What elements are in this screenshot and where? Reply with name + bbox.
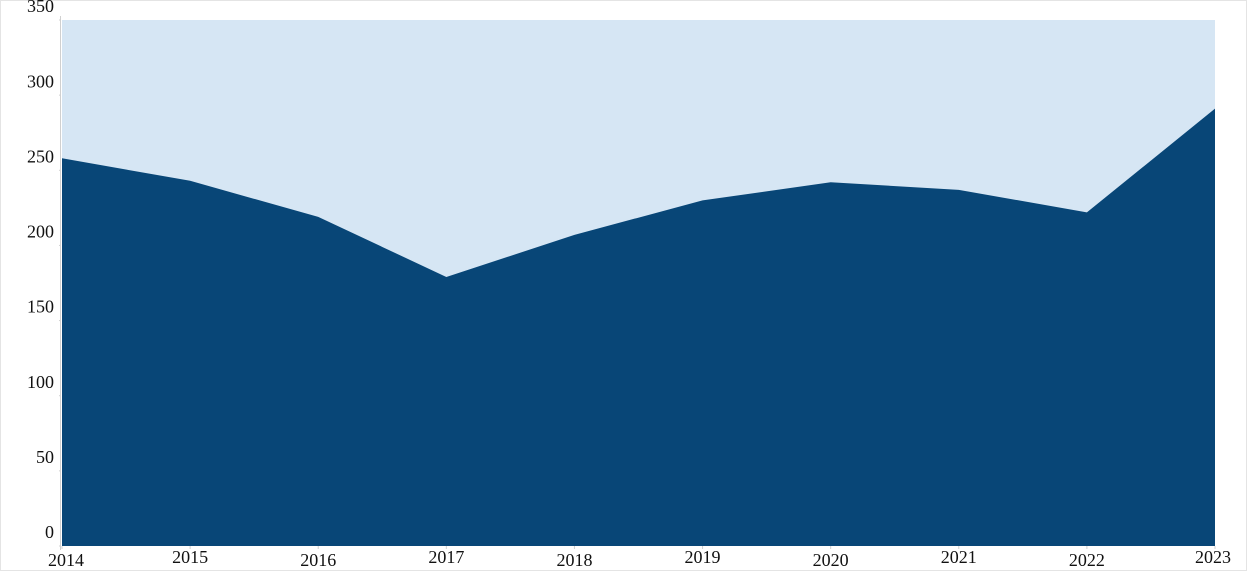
x-tick-label: 2017: [428, 547, 464, 567]
x-tick-label: 2019: [685, 547, 721, 567]
y-tick-label: 200: [27, 222, 54, 242]
x-tick-label: 2021: [941, 547, 977, 567]
x-tick-label: 2016: [300, 550, 336, 570]
y-tick-label: 50: [36, 447, 54, 467]
y-tick-label: 250: [27, 146, 54, 166]
area: [62, 108, 1215, 546]
x-tick-label: 2014: [48, 550, 84, 570]
x-tick-label: 2023: [1195, 547, 1231, 567]
y-tick-label: 150: [27, 297, 54, 317]
y-tick-label: 300: [27, 71, 54, 91]
y-tick-label: 0: [45, 522, 54, 542]
y-tick-label: 100: [27, 372, 54, 392]
x-tick-label: 2015: [172, 547, 208, 567]
x-tick-label: 2020: [813, 550, 849, 570]
x-tick-label: 2018: [556, 550, 592, 570]
y-tick-label: 350: [27, 0, 54, 16]
x-tick-label: 2022: [1069, 550, 1105, 570]
